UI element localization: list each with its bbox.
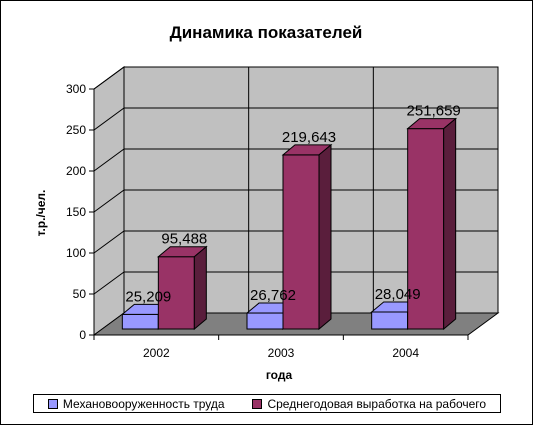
data-label: 28,049 — [375, 286, 421, 303]
bar-output-2003 — [281, 143, 333, 331]
y-tick-label: 150 — [66, 205, 86, 219]
data-label: 26,762 — [250, 287, 296, 304]
x-tick-label: 2003 — [268, 346, 295, 360]
bar-output-2002 — [156, 245, 208, 331]
data-label: 219,643 — [282, 129, 336, 146]
bar-output-2004 — [406, 117, 458, 331]
bar-front — [121, 313, 159, 330]
y-axis-label: т.р./чел. — [34, 190, 48, 237]
data-label: 251,659 — [407, 103, 461, 120]
y-tick-label: 50 — [73, 287, 87, 301]
y-tick-label: 250 — [66, 123, 86, 137]
y-tick-label: 100 — [66, 246, 86, 260]
bar-side — [443, 117, 457, 331]
legend-item-output: Среднегодовая выработка на рабочего — [252, 397, 486, 411]
data-label: 25,209 — [125, 288, 171, 305]
y-tick-label: 200 — [66, 164, 86, 178]
legend-swatch-output — [252, 398, 263, 409]
y-tick-label: 0 — [79, 328, 86, 342]
legend: Механовооруженность труда Среднегодовая … — [33, 394, 501, 413]
x-tick-label: 2004 — [392, 346, 419, 360]
legend-swatch-mechanization — [47, 398, 58, 409]
x-axis-label: года — [266, 368, 293, 382]
bar-front — [246, 312, 284, 330]
bar-side — [318, 143, 332, 331]
legend-item-mechanization: Механовооруженность труда — [47, 396, 225, 411]
bar-front — [407, 128, 445, 330]
legend-label-output: Среднегодовая выработка на рабочего — [267, 396, 487, 411]
x-tick-label: 2002 — [143, 346, 170, 360]
legend-label-mechanization: Механовооруженность труда — [62, 396, 225, 411]
bar-front — [371, 311, 409, 330]
data-label: 95,488 — [161, 231, 207, 248]
y-tick-label: 300 — [66, 82, 86, 96]
bar-side — [193, 245, 207, 331]
bar-front — [157, 256, 195, 330]
chart-title: Динамика показателей — [170, 23, 363, 42]
